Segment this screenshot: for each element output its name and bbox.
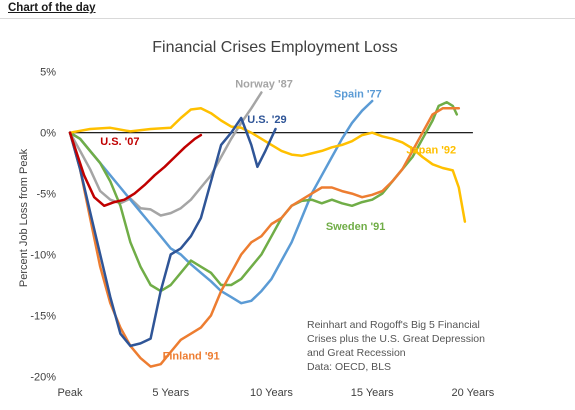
- annotation-line: and Great Recession: [307, 347, 406, 359]
- series-line-norway-87: [68, 91, 263, 217]
- source-annotation: Reinhart and Rogoff's Big 5 Financial Cri…: [307, 319, 485, 373]
- x-tick-label: Peak: [57, 387, 83, 399]
- series-label-norway-87: Norway '87: [235, 79, 293, 91]
- y-tick-label: 0%: [40, 128, 56, 140]
- series-line-u-s-07: [68, 131, 203, 208]
- annotation-line: Reinhart and Rogoff's Big 5 Financial: [307, 319, 480, 331]
- series-labels: Norway '87 Spain '77 U.S. '07 U.S. '29 Japan…: [100, 79, 456, 363]
- chart-of-the-day-link[interactable]: Chart of the day: [8, 2, 96, 14]
- series-label-spain-77: Spain '77: [334, 88, 382, 100]
- series-label-sweden-91: Sweden '91: [326, 221, 385, 233]
- series-label-japan-92: Japan '92: [406, 144, 456, 156]
- x-tick-label: 20 Years: [451, 387, 494, 399]
- axes: 5% 0% -5% -10% -15% -20%Peak 5 Years 10 Years 15…: [30, 67, 495, 399]
- y-tick-label: -10%: [30, 250, 56, 262]
- annotation-line: Data: OECD, BLS: [307, 361, 391, 373]
- y-tick-label: -15%: [30, 310, 56, 322]
- x-tick-label: 15 Years: [351, 387, 394, 399]
- y-tick-label: -5%: [36, 189, 56, 201]
- chart-frame: [0, 18, 575, 410]
- series-line-finland-91: [68, 107, 461, 368]
- x-tick-label: 5 Years: [152, 387, 189, 399]
- series-group: [68, 91, 467, 368]
- series-label-finland-91: Finland '91: [163, 350, 220, 362]
- series-label-u-s-07: U.S. '07: [100, 136, 139, 148]
- y-tick-label: 5%: [40, 67, 56, 79]
- series-label-u-s-29: U.S. '29: [247, 114, 286, 126]
- series-line-u-s-29: [68, 116, 277, 348]
- chart-title: Financial Crises Employment Loss: [152, 39, 397, 56]
- y-axis-label: Percent Job Loss from Peak: [18, 148, 30, 287]
- annotation-line: Crises plus the U.S. Great Depression: [307, 333, 485, 345]
- x-tick-label: 10 Years: [250, 387, 293, 399]
- y-tick-label: -20%: [30, 371, 56, 383]
